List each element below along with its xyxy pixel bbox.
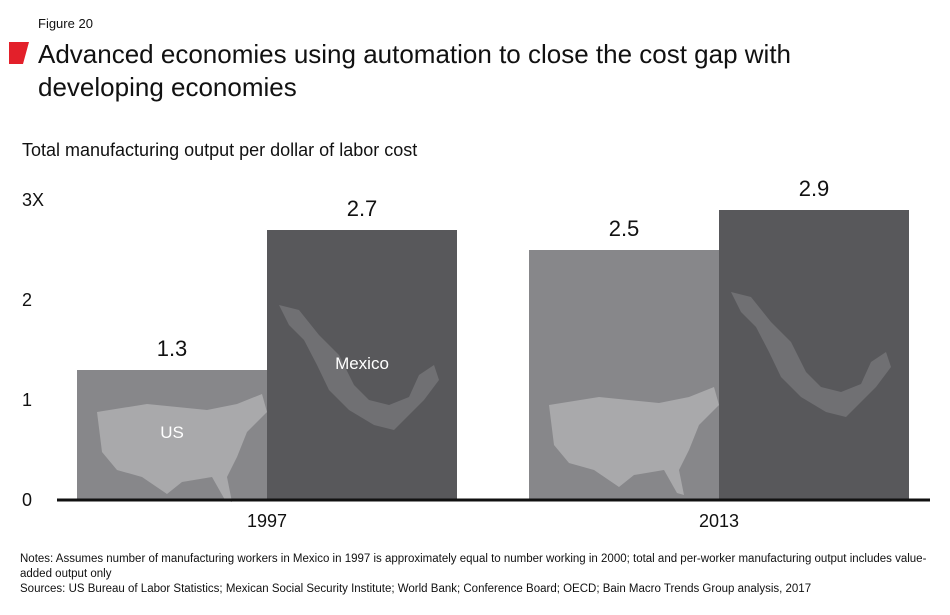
notes: Notes: Assumes number of manufacturing w… [20, 552, 940, 597]
value-label: 2.7 [347, 196, 378, 221]
chart-title: Advanced economies using automation to c… [38, 39, 792, 102]
sources-text: Sources: US Bureau of Labor Statistics; … [20, 583, 812, 595]
accent-flag [9, 42, 29, 64]
us-map-icon [97, 394, 267, 502]
x-tick-label: 2013 [699, 511, 739, 531]
value-label: 2.9 [799, 176, 830, 201]
bar-mexico-1997 [267, 230, 457, 500]
figure-label: Figure 20 [38, 16, 93, 31]
mexico-map-icon [731, 292, 891, 417]
mexico-map-icon [279, 305, 439, 430]
y-tick-label: 2 [22, 290, 32, 310]
us-map-icon [549, 387, 719, 495]
value-label: 2.5 [609, 216, 640, 241]
x-tick-label: 1997 [247, 511, 287, 531]
bar-label-mexico: Mexico [335, 354, 389, 373]
bar-mexico-2013 [719, 210, 909, 500]
notes-text: Notes: Assumes number of manufacturing w… [20, 553, 927, 580]
y-tick-label: 3X [22, 190, 44, 210]
bar-label-us: US [160, 423, 184, 442]
y-axis-label: Total manufacturing output per dollar of… [22, 140, 418, 160]
value-label: 1.3 [157, 336, 188, 361]
y-tick-label: 0 [22, 490, 32, 510]
y-tick-label: 1 [22, 390, 32, 410]
